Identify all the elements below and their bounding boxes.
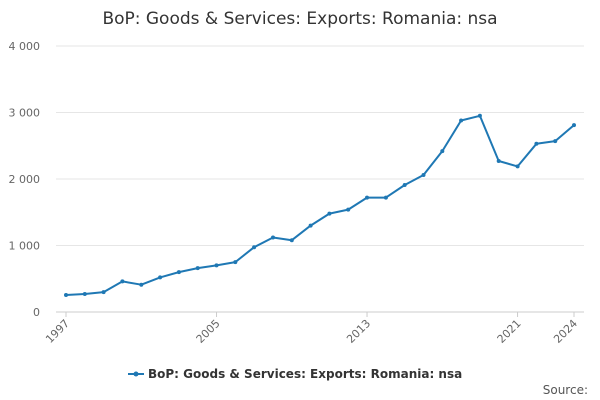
- data-point: [101, 290, 106, 295]
- x-tick-label: 1997: [43, 317, 72, 346]
- data-point: [553, 139, 558, 144]
- y-tick-label: 1 000: [9, 240, 41, 253]
- grid: [56, 45, 584, 313]
- chart-title: BoP: Goods & Services: Exports: Romania:…: [102, 9, 497, 29]
- x-axis: 1997 2005 2013 2021 2024: [43, 311, 584, 346]
- x-tick-label: 2013: [344, 317, 373, 346]
- y-tick-label: 4 000: [9, 40, 41, 53]
- x-tick-label: 2024: [551, 317, 580, 346]
- y-tick-label: 2 000: [9, 173, 41, 186]
- data-point: [515, 164, 520, 169]
- data-point: [176, 270, 181, 275]
- data-point: [252, 245, 257, 250]
- data-point: [365, 195, 369, 200]
- data-point: [402, 183, 407, 187]
- data-point: [421, 173, 426, 177]
- data-point: [64, 293, 68, 297]
- data-point: [459, 118, 464, 123]
- source-label: Source:: [543, 383, 588, 397]
- data-point: [383, 195, 388, 200]
- data-point: [440, 149, 445, 154]
- legend[interactable]: BoP: Goods & Services: Exports: Romania:…: [128, 367, 462, 381]
- data-point: [534, 141, 539, 146]
- y-axis: 0 1 000 2 000 3 000 4 000: [9, 40, 41, 319]
- series-group: [64, 113, 576, 297]
- data-point: [346, 207, 351, 212]
- data-point: [496, 159, 501, 163]
- data-point: [308, 223, 313, 228]
- legend-item-label[interactable]: BoP: Goods & Services: Exports: Romania:…: [148, 367, 462, 381]
- y-tick-label: 3 000: [9, 107, 41, 120]
- data-point: [214, 263, 219, 268]
- data-point: [158, 275, 163, 280]
- data-point: [572, 123, 576, 128]
- data-point: [195, 266, 200, 271]
- legend-swatch-marker: [133, 371, 139, 377]
- series-line: [65, 114, 575, 296]
- data-point: [139, 282, 144, 287]
- data-point: [82, 292, 87, 296]
- x-tick-label: 2005: [194, 317, 223, 346]
- data-point: [120, 279, 125, 284]
- data-point: [233, 260, 238, 265]
- data-point: [477, 113, 482, 118]
- data-point: [327, 211, 332, 216]
- data-point: [271, 235, 275, 240]
- data-point: [289, 238, 294, 243]
- y-tick-label: 0: [33, 306, 40, 319]
- x-tick-label: 2021: [495, 317, 524, 346]
